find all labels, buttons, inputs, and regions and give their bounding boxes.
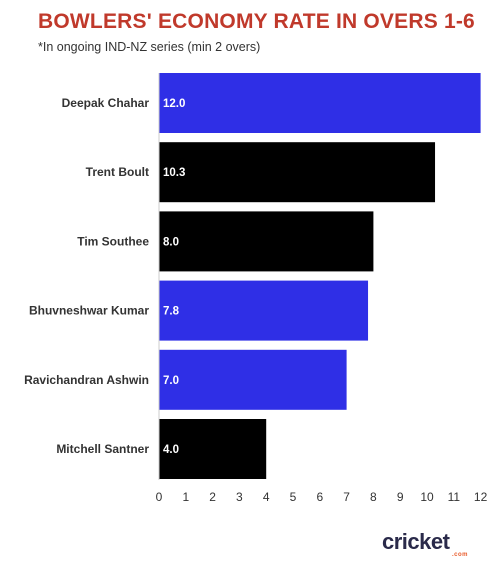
bar [159, 280, 369, 341]
value-label: 4.0 [163, 444, 179, 456]
bar [159, 349, 347, 410]
x-tick-label: 4 [263, 490, 270, 504]
bar [159, 211, 374, 272]
logo-sub: .com [451, 552, 468, 558]
x-tick-label: 2 [209, 490, 216, 504]
category-label: Mitchell Santner [56, 442, 149, 456]
value-label: 8.0 [163, 236, 179, 248]
category-label: Bhuvneshwar Kumar [29, 304, 149, 318]
x-tick-label: 9 [397, 490, 404, 504]
bar [159, 419, 267, 479]
bar-chart: Deepak Chahar 12.0 Trent Boult 10.3 Tim Sout… [24, 73, 488, 504]
chart-subtitle: *In ongoing IND-NZ series (min 2 overs) [38, 40, 261, 54]
value-label: 7.8 [163, 306, 180, 318]
bar [159, 73, 481, 133]
value-label: 10.3 [163, 167, 185, 179]
x-tick-label: 7 [343, 490, 350, 504]
x-tick-label: 5 [290, 490, 297, 504]
x-tick-label: 1 [182, 490, 189, 504]
category-label: Trent Boult [86, 165, 149, 179]
x-tick-label: 6 [316, 490, 323, 504]
x-tick-label: 11 [448, 490, 461, 504]
x-tick-label: 0 [156, 490, 163, 504]
x-tick-label: 3 [236, 490, 243, 504]
category-label: Ravichandran Ashwin [24, 373, 149, 387]
chart-title: BOWLERS' ECONOMY RATE IN OVERS 1-6 [38, 10, 475, 33]
bar [159, 142, 436, 203]
category-label: Tim Southee [77, 234, 149, 248]
x-tick-label: 8 [370, 490, 377, 504]
value-label: 12.0 [163, 98, 185, 110]
x-tick-label: 12 [474, 490, 488, 504]
x-tick-label: 10 [420, 490, 434, 504]
category-label: Deepak Chahar [62, 96, 150, 110]
value-label: 7.0 [163, 375, 179, 387]
logo-word: cricket [382, 529, 450, 554]
cricket-logo: cricket .com [382, 531, 472, 559]
